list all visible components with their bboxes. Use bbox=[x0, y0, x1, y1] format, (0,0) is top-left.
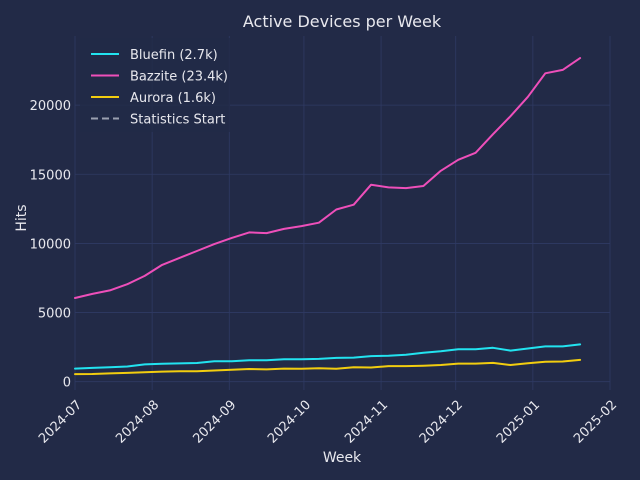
legend-label-bluefin: Bluefin (2.7k) bbox=[130, 48, 218, 63]
x-tick-label: 2024-10 bbox=[265, 398, 314, 447]
x-tick-label: 2024-07 bbox=[36, 398, 85, 447]
axes: 2024-07 2024-08 2024-09 2024-10 2024-11 2024-… bbox=[30, 99, 621, 446]
y-tick-label: 0 bbox=[63, 376, 71, 391]
chart-title: Active Devices per Week bbox=[243, 12, 442, 31]
y-tick-label: 10000 bbox=[30, 237, 71, 252]
legend-label-aurora: Aurora (1.6k) bbox=[130, 91, 216, 106]
x-axis-label: Week bbox=[323, 450, 362, 466]
series-line-bazzite bbox=[74, 57, 582, 299]
series-lines bbox=[74, 57, 582, 376]
series-line-bluefin bbox=[74, 343, 582, 370]
x-tick-label: 2024-12 bbox=[417, 398, 466, 447]
x-tick-label: 2024-11 bbox=[342, 398, 391, 447]
y-tick-label: 5000 bbox=[38, 307, 71, 322]
x-tick-label: 2025-02 bbox=[571, 398, 620, 447]
series-line-aurora bbox=[74, 358, 582, 376]
legend-label-statistics: Statistics Start bbox=[130, 113, 225, 128]
legend-label-bazzite: Bazzite (23.4k) bbox=[130, 70, 228, 85]
x-tick-label: 2024-09 bbox=[190, 398, 239, 447]
y-axis-label: Hits bbox=[14, 204, 30, 231]
y-tick-label: 15000 bbox=[30, 168, 71, 183]
x-tick-label: 2024-08 bbox=[113, 398, 162, 447]
legend: Bluefin (2.7k) Bazzite (23.4k) Aurora (1.6… bbox=[80, 38, 230, 132]
y-tick-label: 20000 bbox=[30, 99, 71, 114]
x-tick-label: 2025-01 bbox=[494, 398, 543, 447]
